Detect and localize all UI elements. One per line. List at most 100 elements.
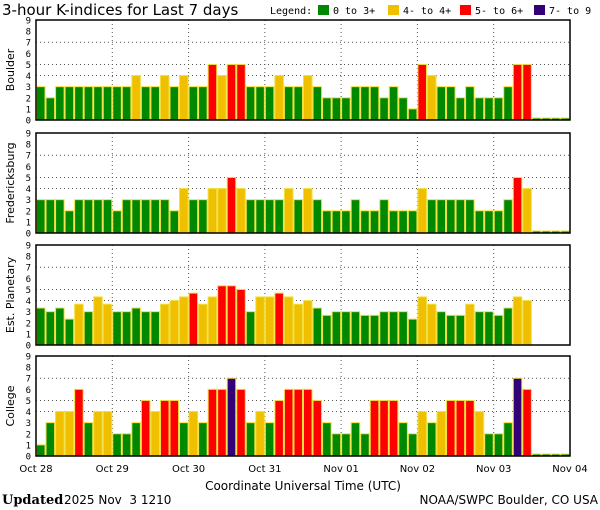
k-index-bar <box>102 86 113 121</box>
k-index-bar <box>179 188 189 234</box>
k-index-bar <box>388 311 399 346</box>
k-index-bar <box>140 311 151 346</box>
k-index-bar <box>322 314 332 346</box>
k-index-bar <box>446 399 456 457</box>
k-index-bar <box>36 199 46 234</box>
k-index-bar <box>188 411 199 457</box>
k-index-bar <box>493 97 504 121</box>
k-index-bar <box>407 318 418 346</box>
k-index-bar <box>198 86 208 121</box>
k-index-bar <box>293 86 304 121</box>
k-index-bar <box>188 199 199 234</box>
k-index-bar <box>293 388 304 457</box>
k-index-bar <box>159 303 170 346</box>
y-tick-label: 8 <box>26 141 31 151</box>
chart-title: 3-hour K-indices for Last 7 days <box>2 1 238 19</box>
k-index-bar <box>503 199 513 234</box>
k-index-bar <box>455 399 466 457</box>
legend-entry-label: 7- to 9 <box>549 6 591 17</box>
y-tick-label: 3 <box>26 419 31 429</box>
k-index-bar <box>379 399 389 457</box>
y-tick-label: 4 <box>26 297 31 307</box>
k-index-bar <box>150 199 160 234</box>
k-index-bar <box>179 75 189 121</box>
k-index-bar <box>455 199 466 234</box>
k-index-bar <box>102 411 113 457</box>
k-index-bar <box>255 86 265 121</box>
y-tick-label: 4 <box>26 72 31 82</box>
k-index-bar <box>188 292 199 346</box>
k-index-bar <box>264 296 275 346</box>
k-index-bar <box>341 311 351 346</box>
k-index-bar <box>207 63 218 121</box>
y-tick-label: 0 <box>26 117 31 127</box>
k-index-bar <box>369 210 380 234</box>
k-index-bar <box>474 97 485 121</box>
k-index-bar <box>303 75 313 121</box>
y-tick-label: 5 <box>26 61 31 71</box>
k-index-bar <box>93 86 103 121</box>
k-index-bar <box>322 210 332 234</box>
k-index-bar <box>455 314 466 346</box>
k-index-bar <box>369 86 380 121</box>
k-index-bar <box>140 399 151 457</box>
k-index-bar <box>341 210 351 234</box>
k-index-bar <box>360 314 370 346</box>
y-tick-label: 7 <box>26 375 31 385</box>
k-index-bar <box>255 199 265 234</box>
k-index-bar <box>522 388 532 457</box>
y-tick-label: 9 <box>26 353 31 363</box>
k-index-bar <box>74 86 84 121</box>
k-index-bar <box>74 388 84 457</box>
k-index-bar <box>159 199 170 234</box>
k-index-bar <box>369 314 380 346</box>
k-index-bar <box>493 210 504 234</box>
y-tick-label: 9 <box>26 242 31 252</box>
k-index-bar <box>112 311 122 346</box>
legend-swatch <box>460 5 471 15</box>
k-index-bar <box>417 296 427 346</box>
k-index-bar <box>417 411 427 457</box>
k-index-bar <box>493 433 504 457</box>
k-index-bar <box>45 97 56 121</box>
k-index-bar <box>169 210 180 234</box>
k-index-bar <box>150 411 160 457</box>
k-index-bar <box>36 307 46 346</box>
k-index-bar <box>198 303 208 346</box>
k-index-bar <box>360 210 370 234</box>
y-tick-label: 2 <box>26 319 31 329</box>
k-index-bar <box>140 199 151 234</box>
y-tick-label: 6 <box>26 386 31 396</box>
k-index-bar <box>121 199 132 234</box>
k-index-bar <box>102 303 113 346</box>
k-index-bar <box>274 399 284 457</box>
k-index-bar <box>121 433 132 457</box>
k-index-bar <box>159 75 170 121</box>
k-index-bar <box>360 433 370 457</box>
k-index-bar <box>388 210 399 234</box>
k-index-bar <box>398 422 408 457</box>
k-index-bar <box>283 296 294 346</box>
k-index-bar <box>245 422 256 457</box>
k-index-bar <box>169 300 180 346</box>
k-index-bar <box>388 399 399 457</box>
y-tick-label: 3 <box>26 83 31 93</box>
x-tick-label: Oct 29 <box>96 464 129 475</box>
k-index-bar <box>245 86 256 121</box>
k-index-bar <box>379 97 389 121</box>
k-index-bar <box>55 199 65 234</box>
y-tick-label: 7 <box>26 264 31 274</box>
k-index-bar <box>398 97 408 121</box>
k-index-bar <box>388 86 399 121</box>
k-index-bar <box>236 388 246 457</box>
panel-label: College <box>4 385 17 426</box>
k-index-bar <box>93 296 103 346</box>
k-index-bar <box>83 422 94 457</box>
k-index-bar <box>198 422 208 457</box>
k-index-bar <box>522 63 532 121</box>
k-index-bar <box>83 199 94 234</box>
k-index-bar <box>303 300 313 346</box>
x-tick-label: Nov 04 <box>552 464 587 475</box>
x-tick-label: Oct 31 <box>248 464 281 475</box>
